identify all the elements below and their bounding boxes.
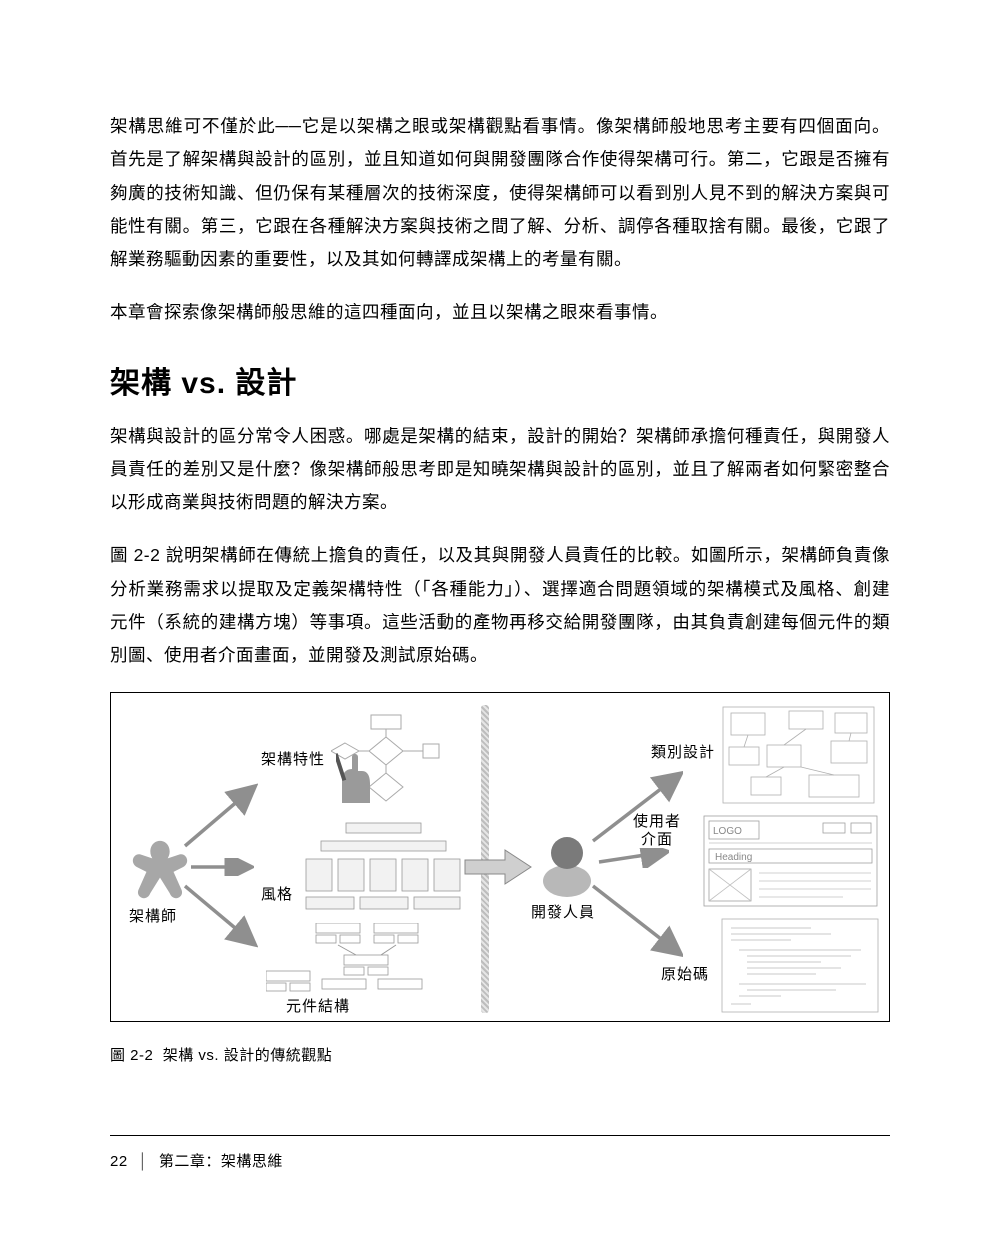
thumb-ui-wireframe: LOGO Heading	[703, 815, 878, 907]
page-number: 22	[110, 1153, 128, 1170]
heading-text: Heading	[715, 852, 752, 863]
figure-caption-text: 架構 vs. 設計的傳統觀點	[163, 1047, 333, 1064]
figure-caption-prefix: 圖 2-2	[110, 1047, 153, 1064]
label-code: 原始碼	[661, 963, 709, 984]
arrow-to-components	[183, 883, 258, 948]
arrow-to-code	[591, 883, 683, 958]
thumb-code	[721, 918, 879, 1013]
hand-icon	[336, 753, 372, 803]
label-style: 風格	[261, 883, 293, 904]
arrow-to-ui	[597, 848, 669, 868]
label-developer: 開發人員	[531, 901, 595, 922]
label-ui: 使用者 介面	[631, 813, 683, 849]
thumb-style	[301, 821, 466, 911]
body-paragraph-2: 本章會探索像架構師般思維的這四種面向，並且以架構之眼來看事情。	[110, 296, 890, 329]
label-components: 元件結構	[286, 995, 350, 1016]
arrow-to-arch-char	[183, 783, 258, 848]
handoff-arrow-icon	[463, 848, 533, 886]
figure-caption: 圖 2-2 架構 vs. 設計的傳統觀點	[110, 1044, 890, 1065]
page-content: 架構思維可不僅於此──它是以架構之眼或架構觀點看事情。像架構師般地思考主要有四個…	[110, 110, 890, 1065]
chapter-title: 第二章：架構思維	[159, 1153, 283, 1170]
footer-rule	[110, 1135, 890, 1136]
body-paragraph-1: 架構思維可不僅於此──它是以架構之眼或架構觀點看事情。像架構師般地思考主要有四個…	[110, 110, 890, 276]
page-footer: 22 │ 第二章：架構思維	[110, 1150, 283, 1171]
label-architect: 架構師	[129, 905, 177, 926]
arrow-to-style	[189, 858, 254, 876]
footer-separator: │	[138, 1153, 148, 1170]
developer-icon	[541, 833, 593, 897]
thumb-class-diagram	[721, 705, 876, 805]
body-paragraph-4: 圖 2-2 說明架構師在傳統上擔負的責任，以及其與開發人員責任的比較。如圖所示，…	[110, 539, 890, 672]
architect-icon	[131, 833, 189, 903]
thumb-components	[266, 923, 456, 993]
label-arch-char: 架構特性	[261, 748, 325, 769]
section-heading: 架構 vs. 設計	[110, 358, 890, 402]
logo-text: LOGO	[713, 826, 742, 837]
figure-2-2: 架構師 架構特性 風格	[110, 692, 890, 1022]
body-paragraph-3: 架構與設計的區分常令人困惑。哪處是架構的結束，設計的開始？架構師承擔何種責任，與…	[110, 420, 890, 520]
label-class-design: 類別設計	[651, 741, 715, 762]
